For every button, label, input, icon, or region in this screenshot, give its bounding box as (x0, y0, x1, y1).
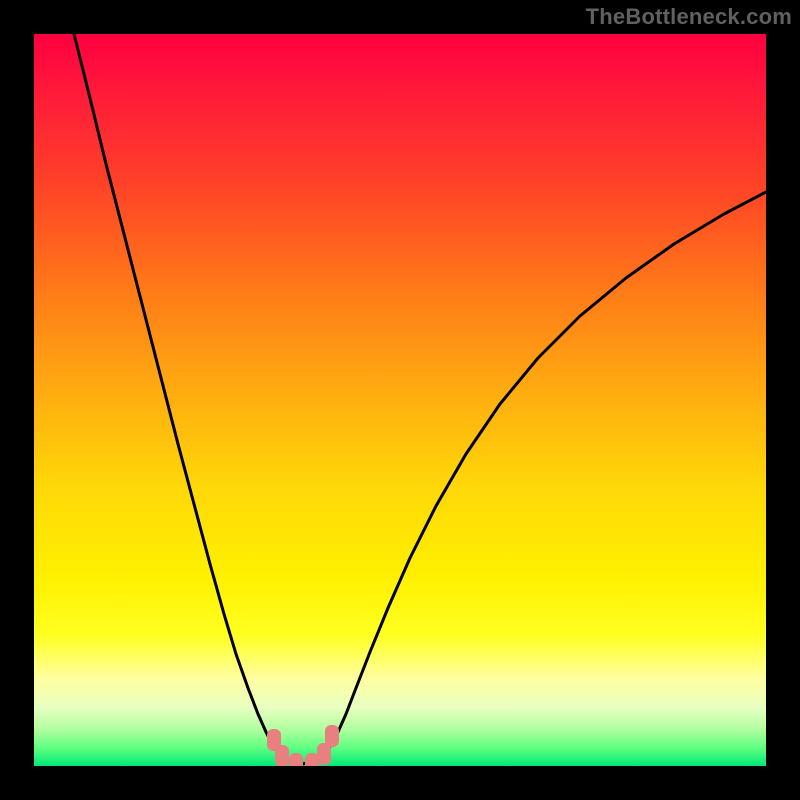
plot-area (34, 34, 766, 766)
trough-marker-1 (275, 745, 289, 766)
trough-marker-5 (325, 725, 339, 747)
curve-svg (34, 34, 766, 766)
watermark-text: TheBottleneck.com (586, 4, 792, 30)
trough-marker-2 (289, 753, 303, 766)
canvas: TheBottleneck.com (0, 0, 800, 800)
bottleneck-curve (74, 34, 766, 764)
